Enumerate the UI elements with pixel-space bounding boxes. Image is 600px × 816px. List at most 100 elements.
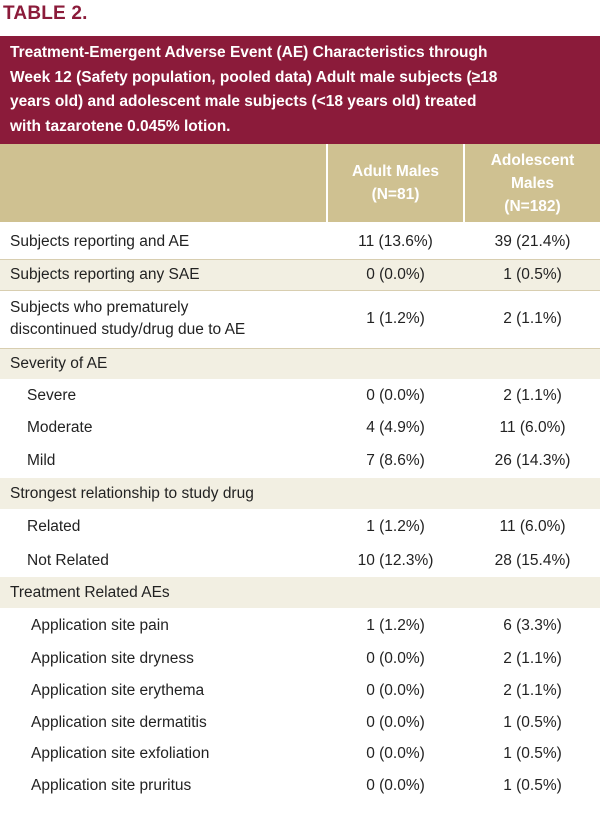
cell-adolescent-males: 6 (3.3%) (503, 616, 562, 634)
column-header-line: Males (510, 174, 555, 192)
row-label-line: Subjects reporting any SAE (10, 265, 200, 283)
cell-adolescent-males: 11 (6.0%) (499, 517, 566, 535)
row-label-line: Application site exfoliation (31, 745, 210, 762)
row-divider (0, 348, 600, 349)
cell-adolescent-males: 2 (1.1%) (503, 649, 562, 667)
cell-adolescent-males (465, 577, 600, 608)
cell-adolescent-males: 39 (21.4%) (494, 232, 571, 250)
title-line: with tazarotene 0.045% lotion. (10, 117, 231, 135)
cell-adult-males: 0 (0.0%) (366, 649, 425, 667)
cell-adult-males: 1 (1.2%) (366, 616, 425, 634)
row-label-line: Related (27, 517, 81, 535)
table-row: Application site erythema 0 (0.0%) 2 (1.1%… (0, 674, 600, 707)
table-section-row: Severity of AE (0, 349, 600, 379)
cell-adolescent-males: 1 (0.5%) (503, 777, 562, 794)
cell-adult-males: 1 (1.2%) (366, 310, 425, 327)
row-label-line: Treatment Related AEs (10, 583, 170, 601)
cell-adult-males: 7 (8.6%) (366, 451, 425, 469)
cell-adolescent-males: 11 (6.0%) (499, 419, 566, 436)
cell-adolescent-males: 2 (1.1%) (503, 310, 562, 327)
row-label-line: Mild (27, 451, 56, 469)
cell-adolescent-males: 2 (1.1%) (503, 386, 562, 404)
cell-adolescent-males: 1 (0.5%) (503, 713, 562, 731)
row-label-line: Application site dermatitis (31, 713, 207, 731)
row-label-line: Strongest relationship to study drug (10, 484, 254, 502)
row-label: Mild (27, 444, 55, 477)
cell-adult-males: 0 (0.0%) (366, 713, 425, 731)
title-line: Treatment-Emergent Adverse Event (AE) Ch… (10, 44, 488, 61)
row-label-line: Application site pain (31, 616, 169, 634)
cell-adult-males: 0 (0.0%) (366, 777, 425, 794)
table-section-row: Treatment Related AEs (0, 577, 600, 608)
table-label: TABLE 2. (3, 3, 88, 24)
row-label: Application site dermatitis (31, 707, 207, 738)
table-row: Not Related 10 (12.3%) 28 (15.4%) (0, 544, 600, 577)
table-row: Subjects reporting and AE 11 (13.6%) 39 (2… (0, 224, 600, 259)
table-section-row: Subjects reporting any SAE 0 (0.0%) 1 (0.5… (0, 259, 600, 290)
cell-adult-males (328, 577, 463, 608)
row-label: Moderate (27, 412, 92, 444)
title-line: Week 12 (Safety population, pooled data)… (10, 68, 498, 86)
cell-adult-males (328, 349, 463, 379)
table-row: Application site pain 1 (1.2%) 6 (3.3%) (0, 608, 600, 643)
row-label: Subjects who prematurely discontinued stu… (10, 290, 245, 348)
table-row: Application site exfoliation 0 (0.0%) 1 (0… (0, 738, 600, 770)
row-label: Severity of AE (10, 349, 107, 379)
table-row: Related 1 (1.2%) 11 (6.0%) (0, 509, 600, 544)
column-header-adult: Adult Males (N=81) (328, 144, 463, 222)
cell-adult-males: 0 (0.0%) (366, 745, 425, 762)
table-row: Subjects who prematurely discontinued stu… (0, 290, 600, 348)
title-line: years old) and adolescent male subjects … (10, 93, 477, 110)
cell-adult-males: 4 (4.9%) (366, 419, 425, 436)
table-row: Severe 0 (0.0%) 2 (1.1%) (0, 379, 600, 412)
cell-adolescent-males: 28 (15.4%) (494, 551, 571, 569)
row-label: Application site exfoliation (31, 738, 209, 770)
cell-adult-males: 11 (13.6%) (358, 232, 433, 250)
column-header-line: Adolescent (490, 151, 575, 169)
cell-adolescent-males: 2 (1.1%) (503, 681, 562, 699)
row-label: Application site pain (31, 608, 169, 643)
row-label-line: Subjects reporting and AE (10, 232, 190, 250)
row-label: Subjects reporting and AE (10, 224, 189, 259)
row-label: Related (27, 509, 80, 544)
column-header-line: (N=81) (371, 186, 420, 203)
cell-adolescent-males: 1 (0.5%) (503, 265, 562, 283)
column-header-adolescent: Adolescent Males (N=182) (465, 144, 600, 222)
row-label-line: Application site dryness (31, 649, 194, 667)
table-row: Mild 7 (8.6%) 26 (14.3%) (0, 444, 600, 477)
row-label: Application site erythema (31, 674, 204, 707)
row-label: Treatment Related AEs (10, 577, 170, 608)
row-label: Severe (27, 379, 76, 412)
row-label: Not Related (27, 544, 109, 577)
row-label-line: Severity of AE (10, 355, 108, 372)
row-label-line: Application site erythema (31, 681, 205, 699)
table-title: Treatment-Emergent Adverse Event (AE) Ch… (0, 36, 600, 144)
table-section-row: Strongest relationship to study drug (0, 478, 600, 509)
table-row: Application site dryness 0 (0.0%) 2 (1.1%) (0, 643, 600, 674)
cell-adult-males: 0 (0.0%) (366, 681, 425, 699)
row-label-line: discontinued study/drug due to AE (10, 321, 246, 338)
cell-adult-males: 1 (1.2%) (366, 517, 425, 535)
cell-adolescent-males (465, 478, 600, 509)
row-label: Application site pruritus (31, 770, 191, 802)
row-divider (0, 290, 600, 291)
cell-adult-males: 0 (0.0%) (366, 386, 425, 404)
cell-adolescent-males: 1 (0.5%) (503, 745, 562, 762)
row-divider (0, 259, 600, 260)
cell-adolescent-males (465, 349, 600, 379)
cell-adult-males: 10 (12.3%) (357, 551, 434, 569)
table-row: Moderate 4 (4.9%) 11 (6.0%) (0, 412, 600, 444)
row-label: Application site dryness (31, 643, 194, 674)
row-label-line: Moderate (27, 419, 93, 436)
column-header-line: Adult Males (352, 163, 439, 180)
header-blank-cell (0, 144, 326, 222)
table-row: Application site dermatitis 0 (0.0%) 1 (0.… (0, 707, 600, 738)
row-label: Subjects reporting any SAE (10, 259, 200, 290)
row-label: Strongest relationship to study drug (10, 478, 254, 509)
cell-adolescent-males: 26 (14.3%) (494, 451, 571, 469)
cell-adult-males: 0 (0.0%) (366, 265, 425, 283)
column-header-line: (N=182) (504, 197, 561, 215)
row-label-line: Severe (27, 386, 77, 404)
table-row: Application site pruritus 0 (0.0%) 1 (0.5%… (0, 770, 600, 802)
row-label-line: Subjects who prematurely (10, 299, 189, 316)
